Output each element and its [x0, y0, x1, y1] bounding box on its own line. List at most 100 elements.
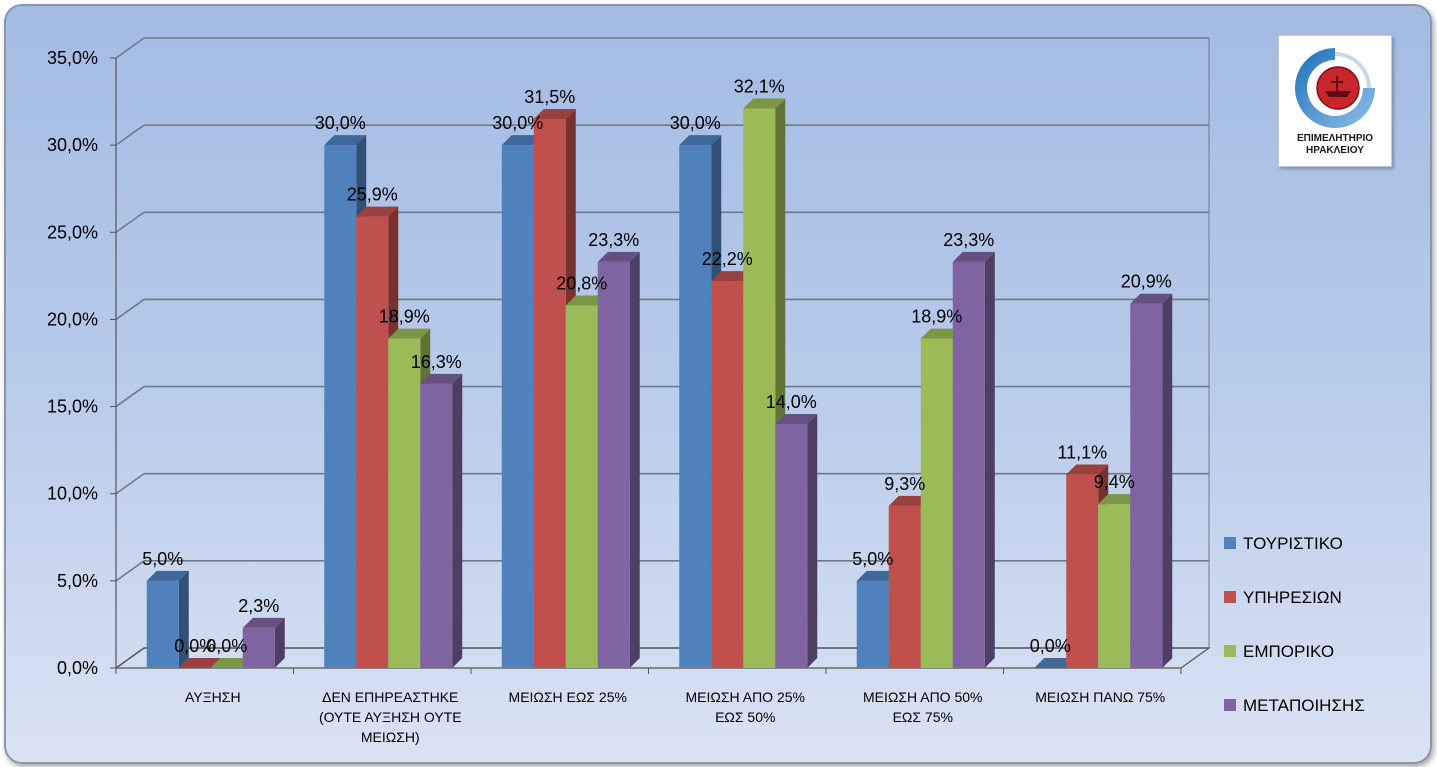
bar [952, 261, 985, 668]
y-tick-label: 15,0% [47, 397, 98, 417]
y-tick-label: 10,0% [47, 484, 98, 504]
y-tick-label: 0,0% [57, 658, 98, 678]
gridline-side [115, 124, 145, 146]
logo-text: ΕΠΙΜΕΛΗΤΗΡΙΟ ΗΡΑΚΛΕΙΟΥ [1296, 133, 1374, 156]
gridlines [115, 37, 1209, 669]
data-label: 5,0% [852, 549, 893, 569]
data-label: 0,0% [206, 636, 247, 656]
bar-top [420, 373, 463, 384]
bar [888, 505, 921, 668]
bar-top [324, 135, 367, 146]
data-label: 23,3% [588, 230, 639, 250]
data-label: 0,0% [1030, 636, 1071, 656]
data-label: 14,0% [766, 392, 817, 412]
data-label: 11,1% [1057, 443, 1107, 463]
bar-top [533, 109, 576, 119]
data-label: 30,0% [670, 113, 721, 133]
tick-labels: 0,0% 5,0% 10,0% 15,0% 20,0% 25,0% 30,0% 35,0% ΑΥ… [47, 48, 1165, 745]
bar [356, 216, 389, 668]
legend-label: ΥΠΗΡΕΣΙΩΝ [1243, 588, 1342, 607]
gridline-side [115, 298, 145, 321]
bar-top [565, 295, 608, 306]
x-tick-label: ΜΕΙΩΣΗ ΑΠΟ 25% [686, 689, 806, 705]
bar [711, 281, 744, 668]
bar [1130, 303, 1163, 668]
gridline-side [115, 211, 145, 233]
bar-top [597, 251, 640, 262]
bar [388, 338, 421, 668]
data-label: 32,1% [734, 77, 785, 97]
legend-label: ΤΟΥΡΙΣΤΙΚΟ [1243, 534, 1343, 553]
data-label: 23,3% [943, 230, 994, 250]
data-label: 9,4% [1094, 472, 1135, 492]
bar [146, 580, 179, 668]
bar-top [1066, 464, 1109, 475]
data-label: 30,0% [315, 113, 366, 133]
data-label: 18,9% [379, 307, 430, 327]
legend-label: ΕΜΠΟΡΙΚΟ [1243, 642, 1334, 661]
bar-top [242, 617, 285, 628]
bar-top [743, 98, 786, 109]
bar [1066, 474, 1099, 668]
data-label: 30,0% [492, 113, 543, 133]
y-tick-label: 30,0% [47, 135, 98, 155]
bar-top [501, 135, 544, 146]
data-label: 16,3% [411, 352, 462, 372]
bar-top [775, 414, 818, 424]
bar-side [1162, 293, 1173, 668]
legend-swatch [1224, 591, 1236, 603]
data-label: 18,9% [911, 307, 962, 327]
y-tick-label: 25,0% [47, 222, 98, 242]
bar [920, 338, 953, 668]
bar-side [807, 414, 818, 668]
bar-top [210, 658, 253, 668]
bar-side [629, 251, 640, 668]
gridline-side [115, 473, 145, 495]
bar-top [920, 328, 963, 339]
bar-top [1034, 658, 1077, 668]
bar-side [452, 373, 463, 668]
gridline-side [115, 37, 145, 59]
x-tick-label: ΜΕΙΩΣΗ ΠΑΝΩ 75% [1035, 689, 1165, 705]
data-label: 5,0% [142, 549, 183, 569]
bars [146, 98, 1173, 669]
bar [420, 383, 453, 668]
bar [775, 424, 808, 668]
y-tick-label: 35,0% [47, 48, 98, 68]
bar-top [888, 495, 931, 506]
legend-swatch [1224, 699, 1236, 711]
data-label: 22,2% [702, 249, 753, 269]
x-tick-label: ΔΕΝ ΕΠΗΡΕΑΣΤΗΚΕ [322, 689, 458, 705]
bar [856, 580, 889, 668]
bar [597, 261, 630, 668]
x-tick-label: ΑΥΞΗΣΗ [185, 689, 241, 705]
bar-side [178, 570, 189, 668]
data-label: 2,3% [238, 596, 279, 616]
x-tick-label: ΕΩΣ 50% [715, 709, 775, 725]
bar [533, 119, 566, 668]
bar [501, 145, 534, 669]
legend-swatch [1224, 537, 1236, 549]
chamber-logo: ΕΠΙΜΕΛΗΤΗΡΙΟ ΗΡΑΚΛΕΙΟΥ [1278, 35, 1392, 167]
bar [743, 108, 776, 669]
gridline-side [115, 385, 145, 408]
bar-top [952, 251, 995, 262]
chamber-emblem-icon [1295, 48, 1375, 128]
data-label: 20,9% [1121, 272, 1172, 292]
gridline-side [115, 560, 145, 582]
x-tick-label: (ΟΥΤΕ ΑΥΞΗΣΗ ΟΥΤΕ [319, 709, 462, 725]
data-label: 0,0% [174, 636, 215, 656]
bar [1098, 504, 1131, 668]
bar-chart: 5,0%0,0%0,0%2,3%30,0%25,9%18,9%16,3%30,0… [47, 37, 1365, 745]
chart-frame: 5,0% 0,0% 0,0% 2,3% 30,0% 25,9% 18,9% 16,3% 30,0… [4, 4, 1432, 764]
legend-swatch [1224, 645, 1236, 657]
bar-top [679, 135, 722, 146]
bar-top [856, 570, 899, 581]
legend: ΤΟΥΡΙΣΤΙΚΟ ΥΠΗΡΕΣΙΩΝ ΕΜΠΟΡΙΚΟ ΜΕΤΑΠΟΙΗΣΗΣ [1224, 534, 1365, 715]
bar-top [178, 658, 221, 668]
bar-top [1098, 494, 1141, 505]
bar-side [984, 251, 995, 668]
data-label: 9,3% [884, 474, 925, 494]
bar-side [274, 617, 285, 668]
bar [679, 145, 712, 669]
